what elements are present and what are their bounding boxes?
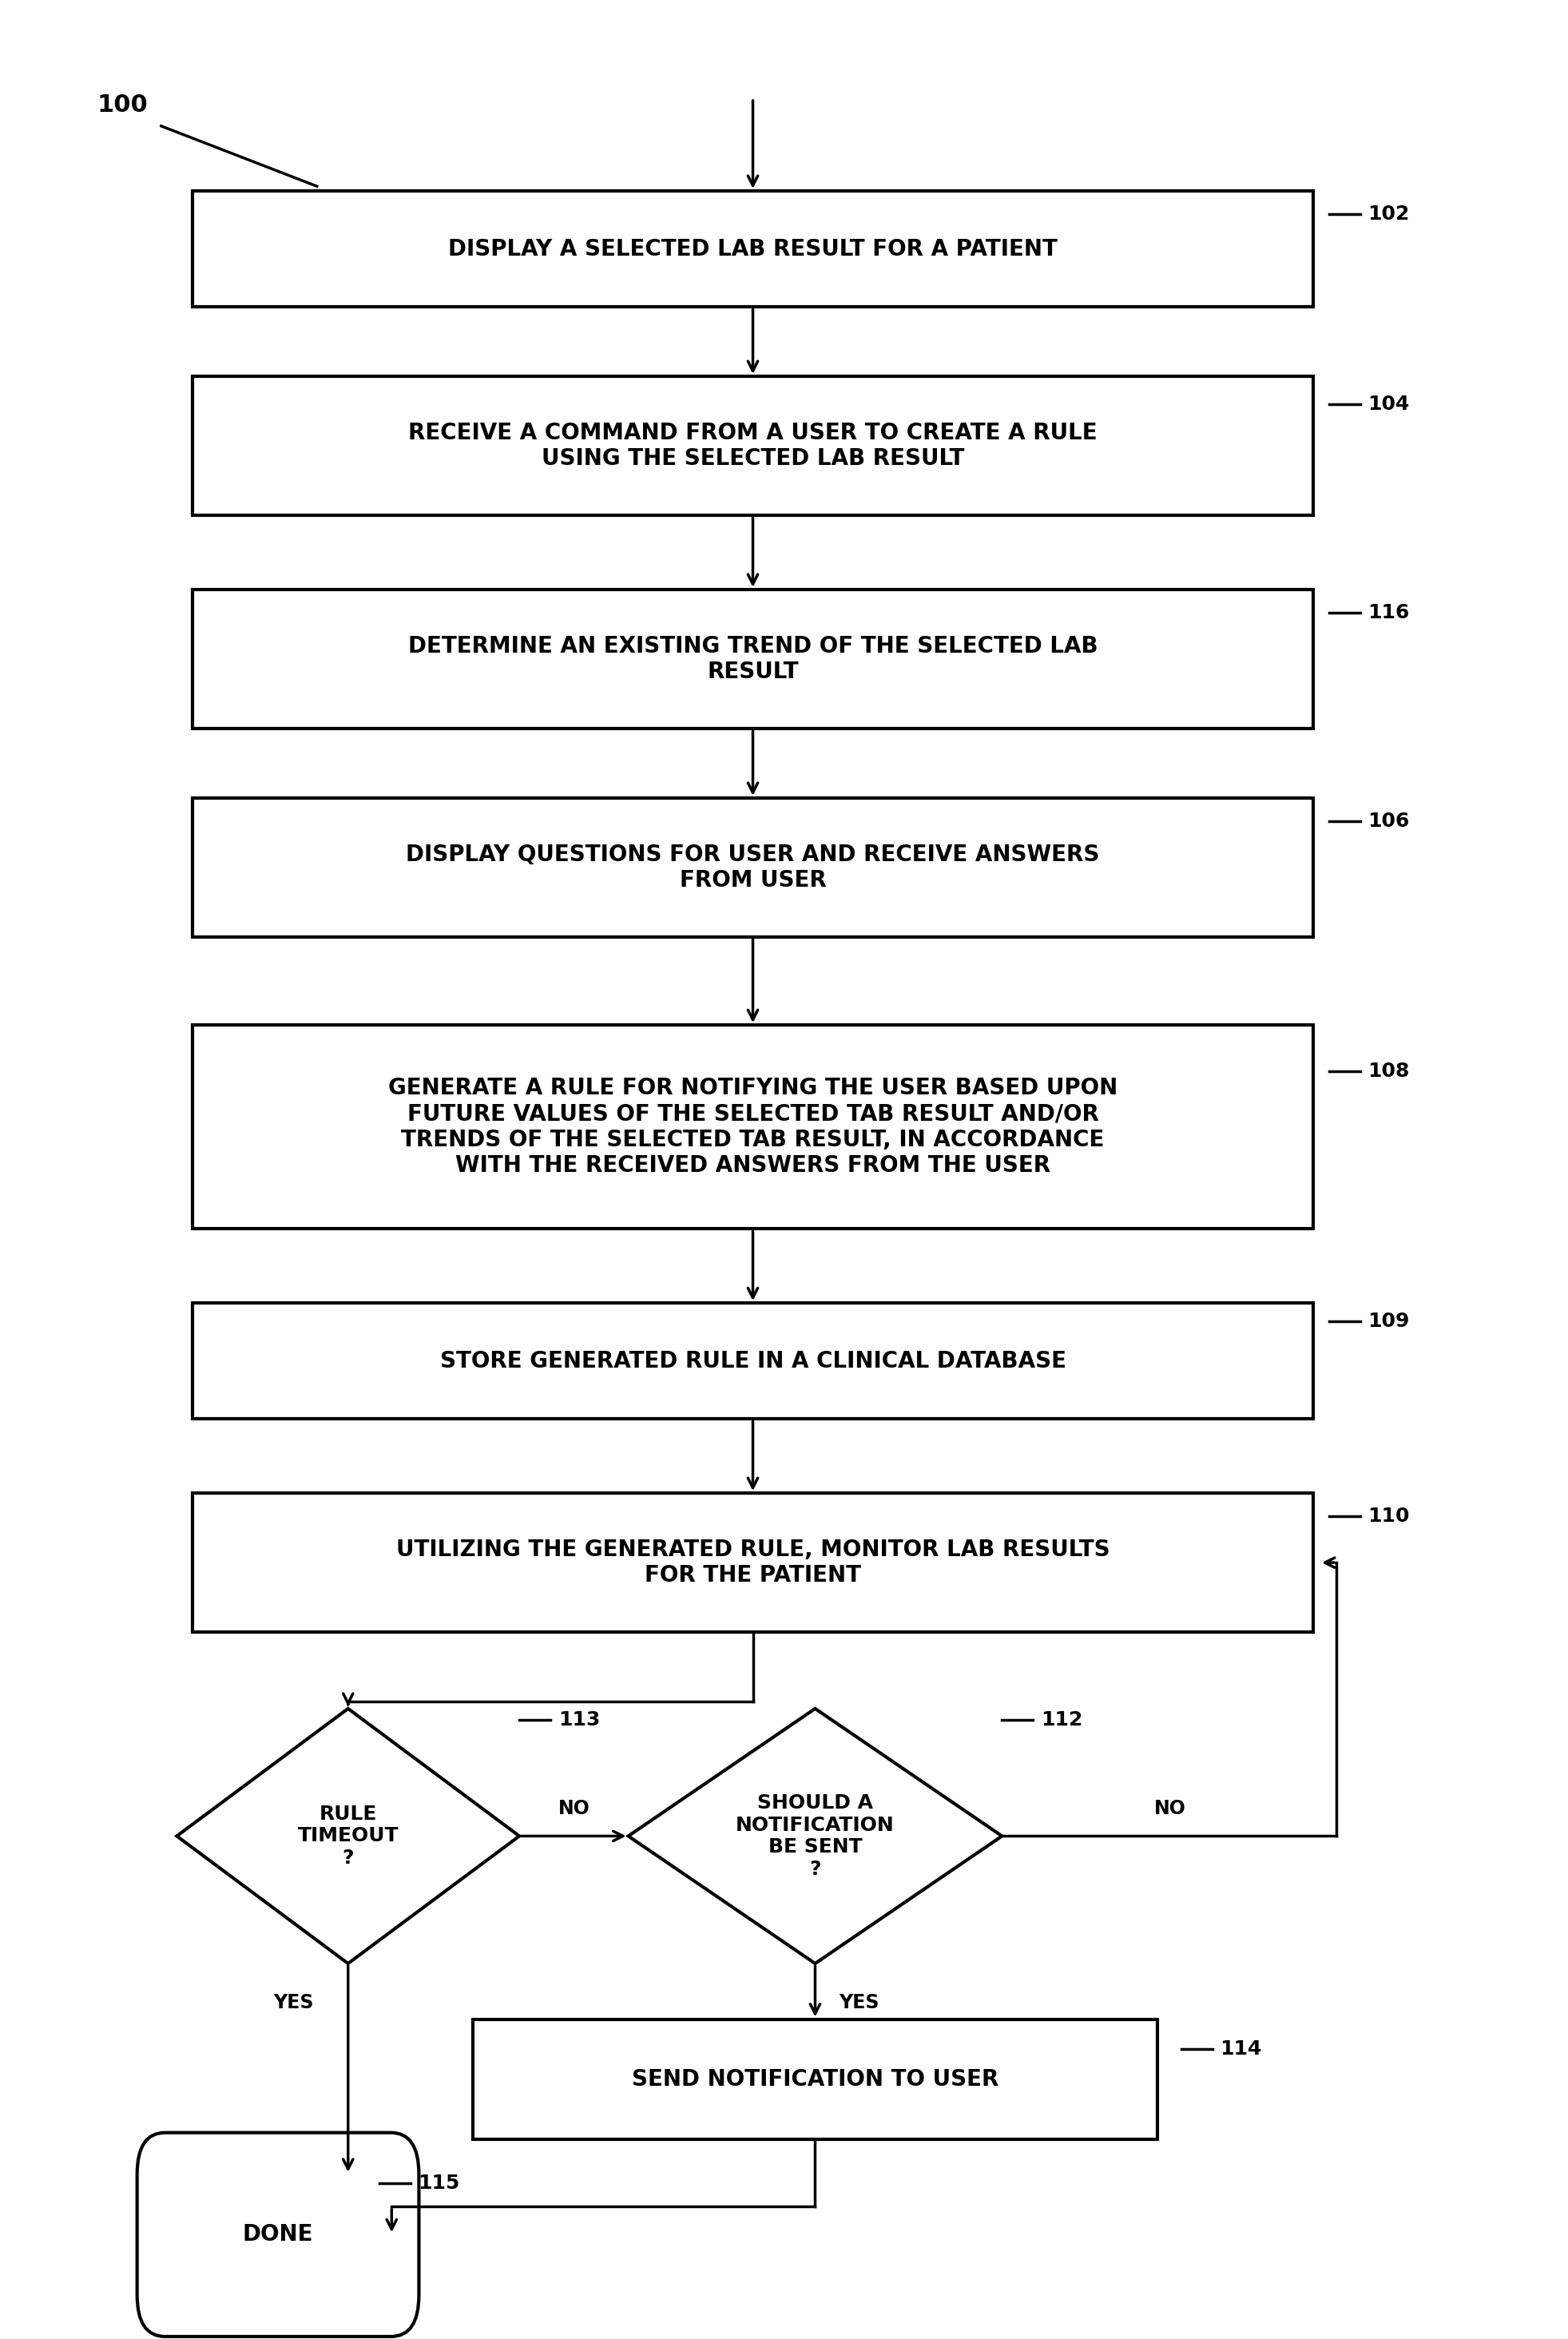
Text: 113: 113 — [558, 1710, 601, 1731]
Text: RULE
TIMEOUT
?: RULE TIMEOUT ? — [298, 1803, 398, 1869]
Text: 116: 116 — [1367, 603, 1410, 622]
Text: 102: 102 — [1367, 203, 1410, 225]
FancyBboxPatch shape — [193, 1492, 1314, 1633]
Text: 114: 114 — [1220, 2040, 1262, 2058]
FancyBboxPatch shape — [193, 192, 1314, 306]
Text: RECEIVE A COMMAND FROM A USER TO CREATE A RULE
USING THE SELECTED LAB RESULT: RECEIVE A COMMAND FROM A USER TO CREATE … — [408, 421, 1098, 470]
Text: 109: 109 — [1367, 1312, 1410, 1331]
FancyBboxPatch shape — [193, 1024, 1314, 1228]
Text: 115: 115 — [419, 2173, 459, 2194]
Polygon shape — [177, 1707, 519, 1962]
Text: 104: 104 — [1367, 395, 1410, 414]
Text: NO: NO — [558, 1799, 590, 1817]
Text: STORE GENERATED RULE IN A CLINICAL DATABASE: STORE GENERATED RULE IN A CLINICAL DATAB… — [439, 1350, 1066, 1373]
Text: GENERATE A RULE FOR NOTIFYING THE USER BASED UPON
FUTURE VALUES OF THE SELECTED : GENERATE A RULE FOR NOTIFYING THE USER B… — [389, 1076, 1118, 1177]
Text: DISPLAY QUESTIONS FOR USER AND RECEIVE ANSWERS
FROM USER: DISPLAY QUESTIONS FOR USER AND RECEIVE A… — [406, 844, 1099, 891]
Text: DISPLAY A SELECTED LAB RESULT FOR A PATIENT: DISPLAY A SELECTED LAB RESULT FOR A PATI… — [448, 239, 1057, 260]
Text: 100: 100 — [97, 94, 147, 117]
Text: YES: YES — [273, 1993, 314, 2012]
FancyBboxPatch shape — [193, 589, 1314, 727]
Text: SEND NOTIFICATION TO USER: SEND NOTIFICATION TO USER — [632, 2068, 999, 2091]
FancyBboxPatch shape — [136, 2133, 419, 2337]
Text: 110: 110 — [1367, 1506, 1410, 1525]
Text: DETERMINE AN EXISTING TREND OF THE SELECTED LAB
RESULT: DETERMINE AN EXISTING TREND OF THE SELEC… — [408, 634, 1098, 683]
FancyBboxPatch shape — [472, 2019, 1157, 2140]
Text: 106: 106 — [1367, 812, 1410, 830]
Text: UTILIZING THE GENERATED RULE, MONITOR LAB RESULTS
FOR THE PATIENT: UTILIZING THE GENERATED RULE, MONITOR LA… — [397, 1539, 1110, 1586]
Text: 108: 108 — [1367, 1062, 1410, 1081]
Text: NO: NO — [1154, 1799, 1185, 1817]
Text: YES: YES — [839, 1993, 880, 2012]
Text: DONE: DONE — [243, 2224, 314, 2245]
Text: 112: 112 — [1041, 1710, 1083, 1731]
FancyBboxPatch shape — [193, 377, 1314, 515]
Polygon shape — [629, 1707, 1002, 1962]
FancyBboxPatch shape — [193, 1303, 1314, 1420]
Text: SHOULD A
NOTIFICATION
BE SENT
?: SHOULD A NOTIFICATION BE SENT ? — [735, 1794, 894, 1878]
FancyBboxPatch shape — [193, 798, 1314, 938]
